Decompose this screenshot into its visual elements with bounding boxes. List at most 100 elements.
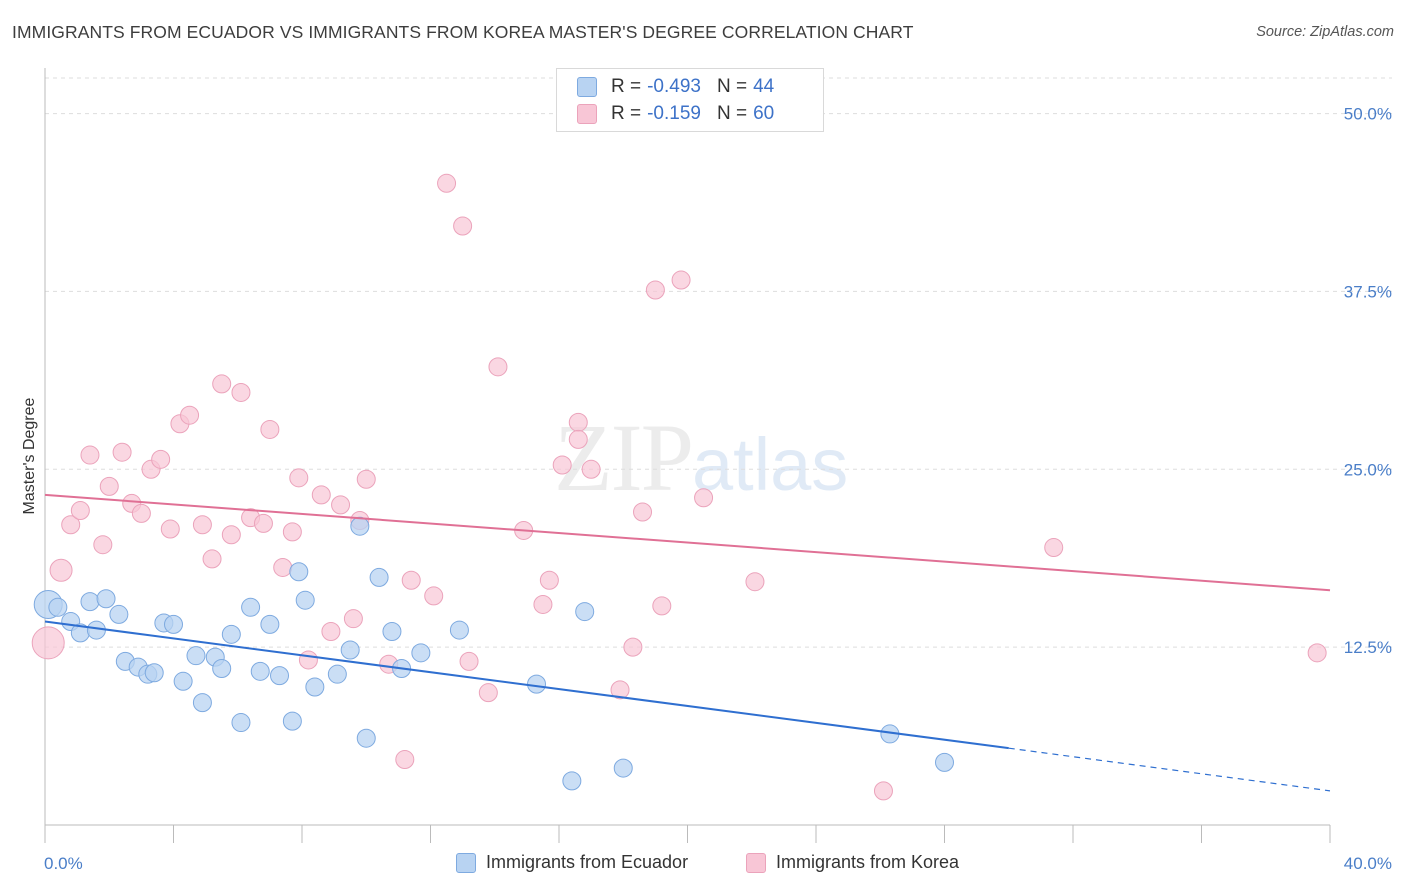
ecuador-point [186,646,206,666]
y-tick-label: 37.5% [1344,282,1392,301]
x-tick-label-min: 0.0% [44,854,83,873]
korea-n-value: 60 [753,103,775,124]
korea-point [202,549,222,569]
korea-point [623,637,643,657]
grid-lines [45,77,1392,648]
korea-point [745,572,765,592]
korea-point [873,781,893,801]
ecuador-trend-extrapolation [1008,747,1331,792]
ecuador-point [164,614,183,634]
korea-point [311,485,331,505]
ecuador-r-value: -0.493 [647,76,701,97]
korea-point [437,173,457,193]
korea-point [356,469,376,489]
korea-point [131,503,151,523]
ecuador-point [356,728,376,748]
korea-point [221,525,241,545]
legend-row-ecuador: R = -0.493 N = 44 [577,75,774,99]
korea-point [49,558,73,582]
korea-point [395,750,415,770]
korea-point [253,513,273,533]
ecuador-points [33,516,954,791]
axes [44,68,1331,843]
korea-point [289,468,309,488]
ecuador-point [109,604,129,624]
korea-point [424,586,444,606]
korea-point [552,455,572,475]
ecuador-point [382,621,402,641]
chart-title: IMMIGRANTS FROM ECUADOR VS IMMIGRANTS FR… [12,22,914,42]
korea-point [331,495,351,515]
ecuador-point [173,671,193,691]
ecuador-point [340,640,360,660]
legend-row-korea: R = -0.159 N = 60 [577,102,774,126]
bottom-korea-label: Immigrants from Korea [776,852,960,872]
korea-r-value: -0.159 [647,103,701,124]
korea-point [321,621,341,641]
korea-point [231,382,251,402]
ecuador-point [48,597,68,617]
korea-point [568,429,588,449]
korea-point [192,515,212,535]
x-tick-label-max: 40.0% [1344,854,1392,873]
ecuador-point [613,758,633,778]
korea-point [1307,643,1327,663]
korea-point [694,488,714,508]
korea-point [633,502,653,522]
ecuador-r-label: R = [611,76,642,97]
korea-point [112,442,132,462]
ecuador-point [192,693,212,713]
ecuador-point [241,597,261,617]
korea-n-label: N = [716,103,748,124]
y-tick-label: 50.0% [1344,105,1392,124]
korea-point [533,594,553,614]
korea-point [478,683,498,703]
ecuador-trend-line [44,620,1009,750]
korea-swatch [577,104,597,124]
korea-point [61,515,81,535]
ecuador-point [289,562,309,582]
korea-point [160,519,180,539]
korea-point [453,216,473,236]
y-axis-title: Master's Degree [21,397,38,514]
korea-trend-line [44,493,1331,592]
korea-point [459,651,479,671]
y-tick-label: 12.5% [1344,638,1392,657]
bottom-legend-ecuador: Immigrants from Ecuador [456,852,688,873]
bottom-korea-swatch [746,852,766,873]
zipatlas-watermark: ZIPatlas [554,402,848,513]
korea-point [93,535,113,555]
ecuador-point [305,677,325,697]
ecuador-point [80,592,100,612]
y-tick-label: 25.0% [1344,460,1392,479]
correlation-legend: R = -0.493 N = 44 R = -0.159 N = 60 [556,68,824,132]
korea-point [539,570,559,590]
korea-point [343,609,363,629]
ecuador-point [527,674,547,694]
korea-point [1044,538,1064,558]
ecuador-point [282,711,302,731]
ecuador-point [144,663,164,683]
korea-point [652,596,672,616]
korea-point [70,501,90,521]
ecuador-point [350,516,370,536]
korea-r-label: R = [611,103,642,124]
ecuador-point [449,620,469,640]
ecuador-swatch [577,77,597,97]
korea-point [568,412,588,432]
korea-point [151,449,171,469]
ecuador-point [260,614,280,634]
korea-point [99,476,119,496]
korea-point [581,459,601,479]
trend-lines [44,493,1331,792]
korea-point [80,445,100,465]
ecuador-point [369,567,389,587]
tick-labels: 12.5% 25.0% 37.5% 50.0% 0.0% 40.0% [44,105,1392,873]
ecuador-point [562,771,582,791]
korea-point [31,626,65,660]
ecuador-point [231,713,251,733]
ecuador-point [575,602,595,622]
ecuador-point [221,624,241,644]
ecuador-point [327,664,347,684]
